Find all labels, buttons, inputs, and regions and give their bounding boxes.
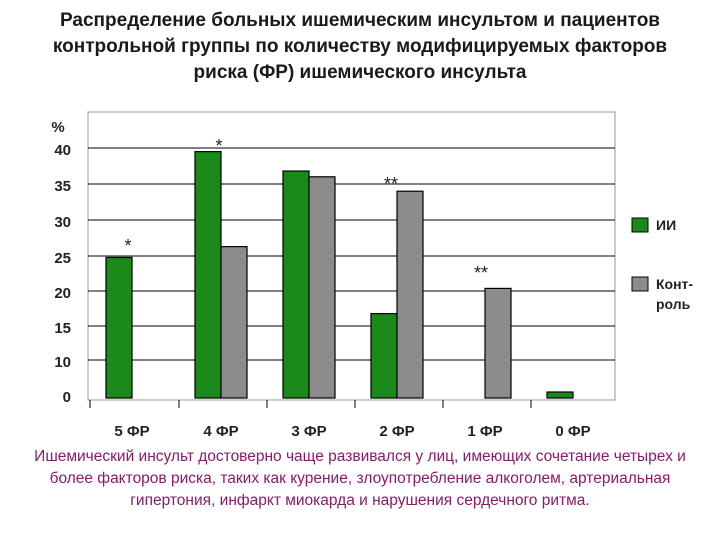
bar-control (396, 190, 424, 399)
legend-swatch (631, 276, 649, 292)
significance-mark: ** (384, 174, 398, 194)
bar-ii (546, 391, 574, 399)
bar-control (220, 246, 248, 399)
y-tick-label: 20 (54, 285, 71, 302)
bar-ii (370, 313, 398, 399)
significance-mark: * (124, 236, 131, 256)
y-tick-label: 35 (54, 178, 71, 195)
y-tick-label: 40 (54, 142, 71, 159)
y-tick-label: 30 (54, 214, 71, 231)
bar-ii (194, 151, 222, 399)
x-tick-label: 1 ФР (467, 423, 502, 440)
y-tick-label: 15 (54, 320, 71, 337)
x-tick-label: 0 ФР (555, 423, 590, 440)
x-tick-label: 3 ФР (291, 423, 326, 440)
bar-control (308, 176, 336, 399)
y-axis-label: % (51, 119, 64, 136)
chart-title: Распределение больных ишемическим инсуль… (52, 10, 668, 83)
significance-mark: ** (474, 263, 488, 283)
legend-label: Конт-роль (656, 276, 693, 312)
x-tick-label: 5 ФР (114, 423, 149, 440)
bar-control (484, 287, 512, 399)
legend-label: ИИ (656, 217, 676, 233)
y-tick-label: 10 (54, 354, 71, 371)
bar-ii (105, 256, 133, 399)
x-tick-label: 2 ФР (379, 423, 414, 440)
y-tick-label: 0 (63, 389, 71, 406)
chart-caption: Ишемический инсульт достоверно чаще разв… (34, 448, 686, 509)
significance-mark: * (215, 136, 222, 156)
legend-swatch (631, 217, 649, 233)
bar-ii (282, 170, 310, 399)
x-tick-label: 4 ФР (203, 423, 238, 440)
y-tick-label: 25 (54, 250, 71, 267)
